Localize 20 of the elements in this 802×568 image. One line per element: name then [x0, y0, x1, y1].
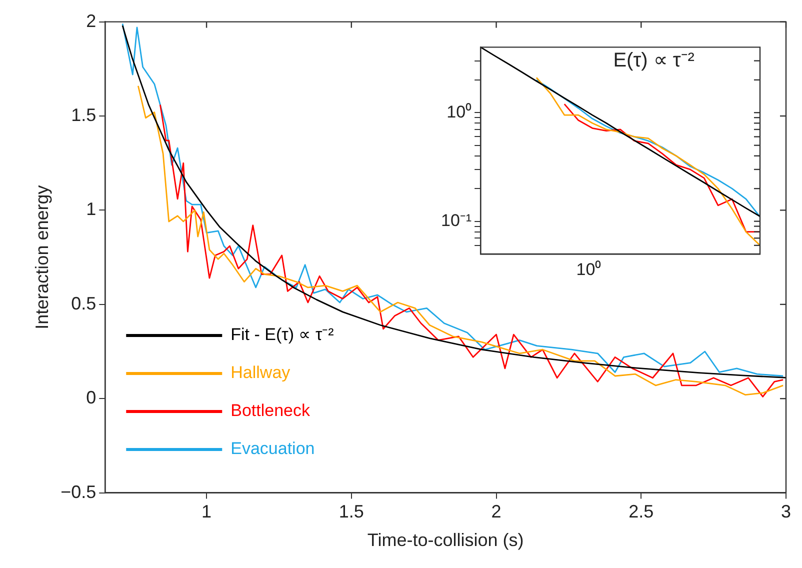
- y-tick-label: 1.5: [71, 104, 96, 125]
- annotation: E(τ) ∝ τ⁻²: [613, 50, 695, 72]
- text: Bottleneck: [230, 401, 311, 420]
- x-axis-title: Time-to-collision (s): [367, 530, 524, 550]
- y-tick-label: 1: [86, 199, 96, 220]
- x-tick-label: 2: [491, 502, 502, 522]
- y-tick-label: 0: [86, 388, 96, 408]
- text: Hallway: [230, 363, 291, 382]
- y-axis-title: Interaction energy: [32, 185, 52, 330]
- y-tick-label: −0.5: [60, 482, 96, 502]
- x-tick-label: 2.5: [628, 502, 654, 522]
- y-tick-label: 2: [86, 10, 96, 31]
- y-tick-label: 0.5: [71, 293, 96, 314]
- y-tick-label: 10⁻¹: [440, 210, 472, 230]
- series-label: Fit - E(τ) ∝ τ⁻²: [230, 325, 334, 344]
- x-tick-label: 1.5: [338, 502, 364, 522]
- x-tick-label: 3: [780, 502, 791, 522]
- text: Evacuation: [230, 439, 315, 458]
- annotation: 10⁰: [576, 260, 602, 280]
- x-tick-label: 1: [202, 502, 212, 522]
